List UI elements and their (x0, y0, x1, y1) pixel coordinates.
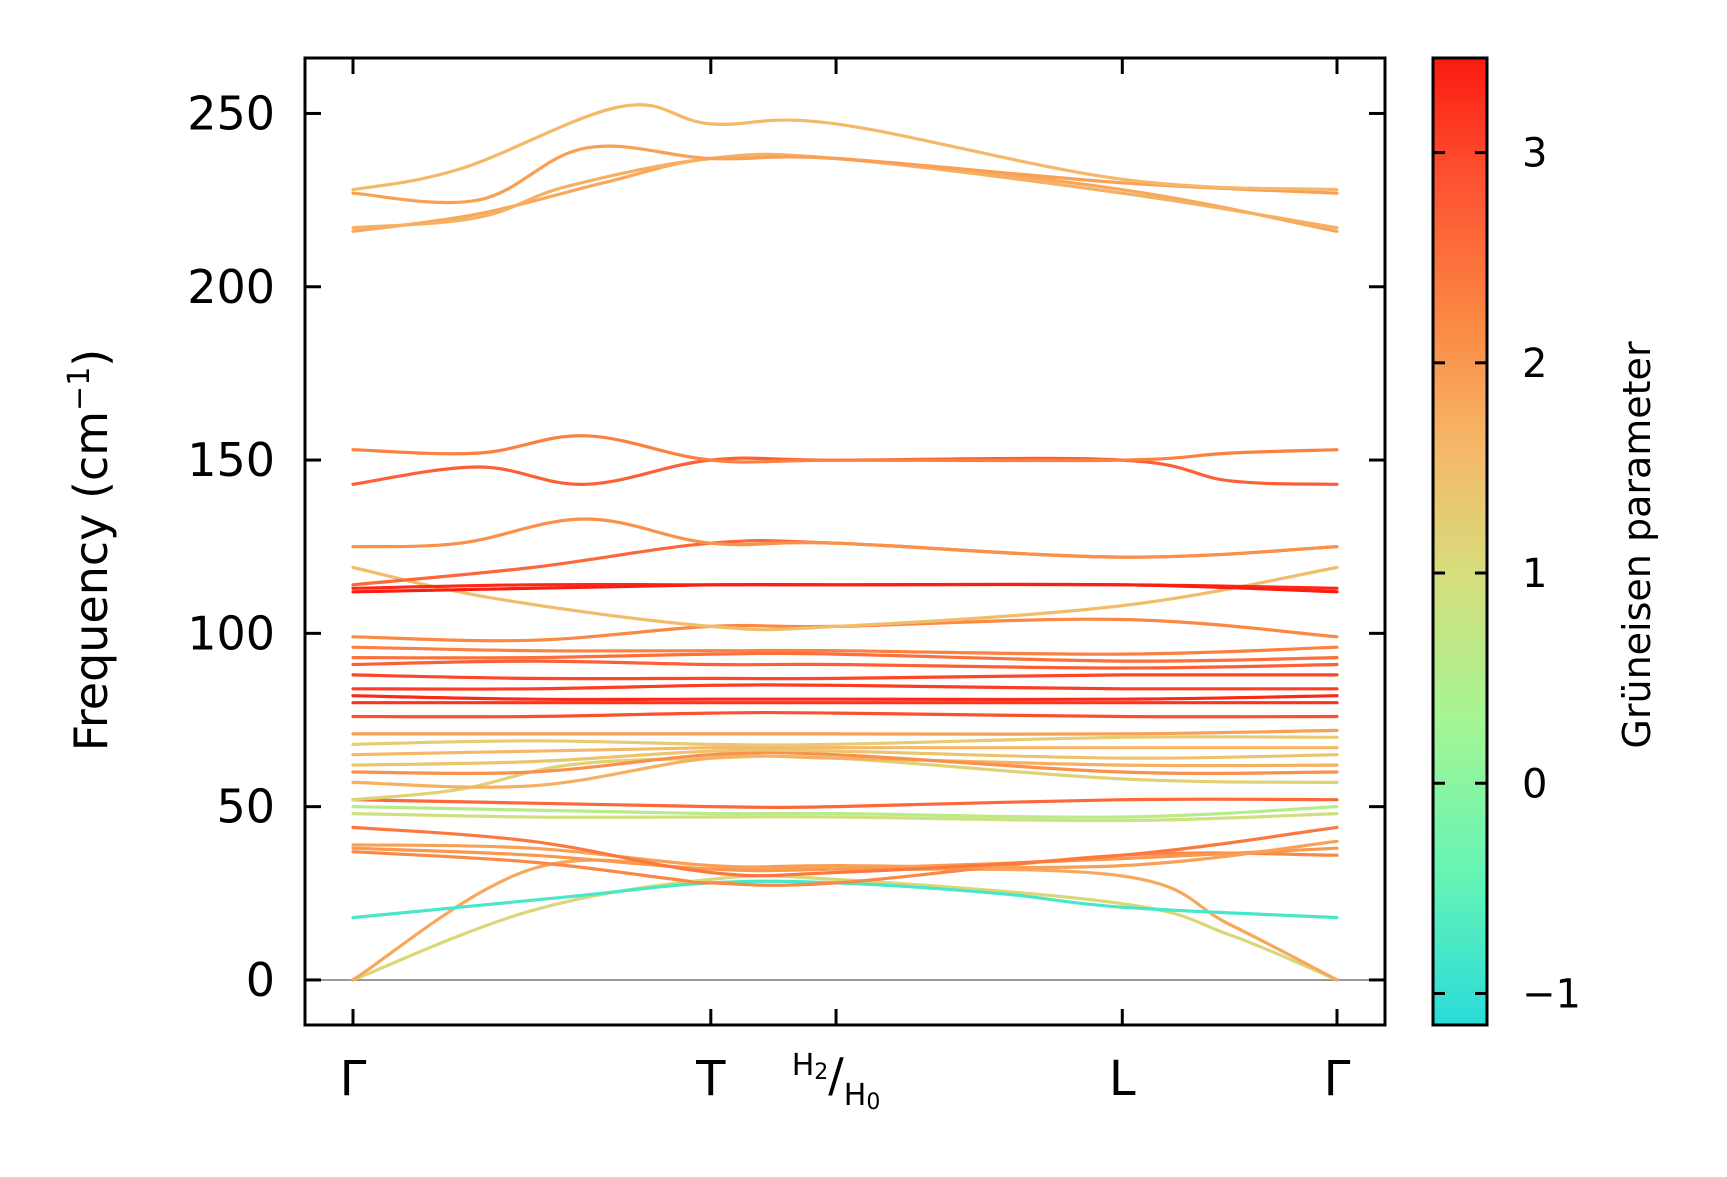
band-line-9 (351, 797, 1339, 809)
x-tick-label-4: Γ (1324, 1051, 1351, 1107)
band-line-7 (351, 812, 1339, 823)
band-line-20 (351, 683, 1339, 691)
x-tick-label-3: L (1109, 1051, 1136, 1107)
band-line-22 (351, 659, 1339, 670)
y-tick-label-150: 150 (187, 433, 275, 487)
band-line-23 (351, 651, 1339, 663)
y-tick-label-0: 0 (246, 953, 275, 1007)
band-line-25 (351, 617, 1339, 643)
y-tick-label-250: 250 (187, 86, 275, 140)
colorbar-bar (1431, 56, 1489, 1027)
band-curves (351, 103, 1339, 982)
colorbar-tick-label-1: 0 (1522, 761, 1547, 807)
colorbar: −1 0 1 2 3 (1431, 56, 1581, 1027)
y-axis-label-sup: −1 (62, 367, 97, 411)
band-line-11 (351, 754, 1339, 789)
band-line-14 (351, 745, 1339, 757)
plot-frame (303, 56, 1387, 1027)
y-axis-label-close: ) (64, 349, 118, 367)
y-axis-label-main: Frequency (cm (64, 411, 118, 751)
band-line-29 (351, 539, 1339, 587)
band-line-6 (351, 825, 1339, 878)
band-line-26 (351, 565, 1339, 632)
band-line-32 (351, 434, 1339, 464)
band-line-16 (351, 728, 1339, 736)
band-line-34 (351, 152, 1339, 230)
y-tick-label-200: 200 (187, 260, 275, 314)
x-tick-label-1: T (695, 1051, 726, 1107)
band-line-24 (351, 645, 1339, 656)
band-line-4 (351, 846, 1339, 873)
x-tick-label-2: H2/H0 (792, 1048, 881, 1115)
y-tick-label-50: 50 (216, 780, 275, 834)
band-line-35 (351, 144, 1339, 205)
band-line-12 (351, 750, 1339, 775)
y-tick-label-100: 100 (187, 606, 275, 660)
band-line-5 (351, 839, 1339, 870)
band-line-30 (351, 517, 1339, 559)
colorbar-tick-label-3: 2 (1522, 341, 1547, 387)
band-line-28 (351, 582, 1339, 594)
y-axis-label: Frequency (cm−1) (62, 349, 118, 752)
band-line-21 (351, 673, 1339, 681)
colorbar-label: Grüneisen parameter (1615, 341, 1659, 749)
band-line-0 (351, 874, 1339, 982)
colorbar-tick-label-2: 1 (1522, 551, 1547, 597)
band-line-13 (351, 748, 1339, 767)
band-line-15 (351, 735, 1339, 747)
band-line-17 (351, 710, 1339, 719)
colorbar-tick-label-4: 3 (1522, 131, 1547, 177)
plot-area: 0 50 100 150 200 250 Γ T H2/H0 L Γ (187, 56, 1387, 1115)
colorbar-tick-label-0: −1 (1522, 971, 1581, 1017)
band-line-31 (351, 456, 1339, 486)
band-line-8 (351, 805, 1339, 819)
band-line-36 (351, 103, 1339, 192)
x-tick-label-0: Γ (340, 1051, 367, 1107)
band-line-19 (351, 694, 1339, 702)
